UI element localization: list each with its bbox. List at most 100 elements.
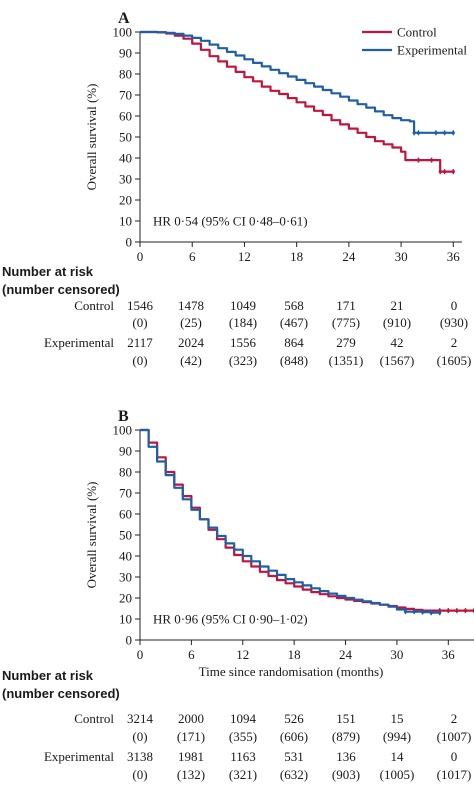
at-risk-value: 3138	[127, 749, 153, 764]
censor-point-experimental	[442, 131, 447, 135]
censored-value: (910)	[383, 315, 411, 330]
x-tick-label: 36	[442, 647, 456, 662]
x-tick-label: 6	[188, 647, 195, 662]
y-tick-label: 50	[119, 528, 132, 543]
censored-value: (775)	[332, 315, 360, 330]
risk-table-title: Number at risk	[2, 264, 94, 279]
at-risk-value: 2	[451, 711, 458, 726]
at-risk-value: 3214	[127, 711, 154, 726]
risk-row-label-experimental: Experimental	[44, 749, 114, 764]
y-tick-label: 100	[113, 423, 133, 438]
at-risk-value: 15	[391, 711, 404, 726]
hazard-ratio-annotation: HR 0·96 (95% CI 0·90–1·02)	[153, 612, 308, 627]
censor-point-experimental	[421, 610, 425, 614]
censored-value: (1567)	[380, 353, 415, 368]
hazard-ratio-annotation: HR 0·54 (95% CI 0·48–0·61)	[153, 214, 308, 229]
x-axis-label: Time since randomisation (months)	[199, 664, 384, 679]
censored-value: (930)	[440, 315, 468, 330]
at-risk-value: 1546	[127, 298, 154, 313]
y-axis-label: Overall survival (%)	[84, 482, 99, 589]
censored-value: (132)	[177, 767, 205, 782]
x-tick-label: 12	[236, 647, 249, 662]
risk-row-label-experimental: Experimental	[44, 335, 114, 350]
at-risk-value: 21	[391, 298, 404, 313]
y-tick-label: 0	[126, 633, 133, 648]
x-tick-label: 0	[137, 647, 144, 662]
censored-value: (632)	[280, 767, 308, 782]
y-tick-label: 60	[119, 109, 132, 124]
risk-table-a: Number at risk (number censored)Control 15…	[2, 264, 471, 368]
censor-point-experimental	[429, 611, 433, 615]
at-risk-value: 14	[391, 749, 405, 764]
censored-value: (1351)	[329, 353, 364, 368]
legend-label-control: Control	[397, 25, 437, 40]
censored-value: (184)	[229, 315, 257, 330]
at-risk-value: 136	[336, 749, 356, 764]
censor-point-control	[455, 609, 459, 613]
censored-value: (355)	[229, 729, 257, 744]
censor-point-experimental	[434, 131, 438, 135]
x-tick-label: 36	[447, 249, 461, 264]
series-line-experimental	[140, 30, 454, 134]
at-risk-value: 1478	[178, 298, 204, 313]
censored-value: (171)	[177, 729, 205, 744]
y-tick-label: 40	[119, 151, 132, 166]
at-risk-value: 1163	[230, 749, 256, 764]
at-risk-value: 0	[451, 749, 458, 764]
y-tick-label: 20	[119, 193, 132, 208]
at-risk-value: 1556	[230, 335, 257, 350]
at-risk-value: 0	[451, 298, 458, 313]
censor-point-control	[442, 170, 447, 174]
x-tick-label: 30	[395, 249, 408, 264]
at-risk-value: 151	[336, 711, 356, 726]
at-risk-value: 531	[284, 749, 304, 764]
censored-value: (42)	[180, 353, 202, 368]
risk-table-title: Number at risk	[2, 668, 94, 683]
series-line-control	[140, 30, 454, 173]
risk-row-label-control: Control	[74, 298, 114, 313]
y-tick-label: 70	[119, 486, 132, 501]
at-risk-value: 864	[284, 335, 304, 350]
censor-point-experimental	[412, 131, 416, 135]
censored-value: (1007)	[437, 729, 472, 744]
legend-label-experimental: Experimental	[397, 43, 467, 58]
censor-point-experimental	[416, 131, 421, 135]
x-tick-label: 24	[339, 647, 353, 662]
censored-value: (903)	[332, 767, 360, 782]
censor-point-control	[438, 170, 442, 174]
risk-row-label-control: Control	[74, 711, 114, 726]
x-tick-label: 0	[137, 249, 144, 264]
censor-point-experimental	[438, 611, 442, 615]
y-tick-label: 50	[119, 130, 132, 145]
censored-value: (0)	[132, 767, 147, 782]
censor-point-control	[463, 609, 468, 613]
y-tick-label: 30	[119, 172, 132, 187]
at-risk-value: 2000	[178, 711, 204, 726]
censor-point-experimental	[451, 131, 455, 135]
panel-label: B	[118, 408, 129, 425]
y-tick-label: 90	[119, 46, 132, 61]
censor-point-experimental	[412, 610, 416, 614]
at-risk-value: 171	[336, 298, 356, 313]
at-risk-value: 1981	[178, 749, 204, 764]
y-tick-label: 20	[119, 591, 132, 606]
x-tick-label: 18	[288, 647, 301, 662]
at-risk-value: 2117	[127, 335, 153, 350]
y-tick-label: 60	[119, 507, 132, 522]
y-axis-label: Overall survival (%)	[84, 84, 99, 191]
at-risk-value: 526	[284, 711, 304, 726]
y-tick-label: 40	[119, 549, 132, 564]
censor-point-control	[446, 609, 450, 613]
censored-value: (0)	[132, 315, 147, 330]
censored-value: (848)	[280, 353, 308, 368]
y-tick-label: 80	[119, 67, 132, 82]
x-tick-label: 12	[238, 249, 251, 264]
series-line-control	[140, 428, 474, 612]
y-tick-label: 80	[119, 465, 132, 480]
panel-label: A	[118, 10, 130, 27]
y-tick-label: 30	[119, 570, 132, 585]
censored-value: (879)	[332, 729, 360, 744]
at-risk-value: 2	[451, 335, 458, 350]
